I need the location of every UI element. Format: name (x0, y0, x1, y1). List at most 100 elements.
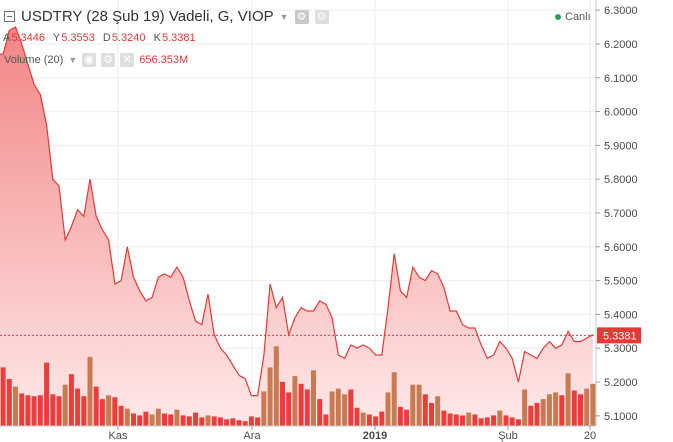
volume-bar (56, 396, 62, 426)
price-tick-label: 5.4000 (604, 309, 638, 321)
time-tick-label: 20 (584, 430, 596, 442)
volume-bar (571, 390, 577, 426)
open-value: 5.3446 (11, 32, 45, 44)
time-axis[interactable]: Kas Ara 2019 Şub 20 (0, 425, 596, 442)
volume-bar (354, 407, 360, 426)
volume-bar (435, 396, 441, 426)
volume-bar (44, 362, 50, 426)
close-icon[interactable]: ✕ (120, 53, 135, 67)
time-tick-label: Şub (498, 430, 518, 442)
volume-bar (578, 394, 583, 426)
volume-bar (366, 414, 372, 426)
volume-bars (0, 346, 596, 426)
volume-bar (416, 384, 422, 426)
volume-bar (323, 414, 329, 426)
live-dot-icon (555, 14, 561, 20)
volume-bar (211, 416, 217, 426)
chevron-down-icon[interactable]: ▼ (68, 55, 78, 65)
live-status: Canlı (555, 11, 591, 23)
volume-bar (280, 381, 285, 426)
volume-bar (590, 383, 596, 426)
volume-bar (509, 417, 515, 426)
price-tick-label: 6.2000 (604, 39, 638, 51)
volume-bar (385, 392, 391, 426)
price-tick-label: 5.6000 (604, 242, 638, 254)
volume-bar (31, 396, 37, 426)
live-status-label: Canlı (565, 11, 591, 23)
volume-bar (230, 418, 236, 426)
volume-bar (534, 403, 540, 426)
volume-bar (391, 372, 397, 426)
volume-bar (453, 414, 459, 426)
volume-bar (491, 415, 497, 426)
volume-bar (515, 419, 521, 426)
high-label: Y (52, 32, 61, 44)
volume-bar (553, 392, 559, 426)
low-label: D (102, 32, 111, 44)
volume-bar (429, 403, 434, 426)
volume-bar (236, 420, 242, 426)
volume-bar (342, 394, 348, 426)
volume-bar (360, 412, 366, 426)
volume-bar (267, 367, 273, 426)
more-icon[interactable]: ⚙ (314, 9, 329, 24)
volume-bar (317, 399, 323, 426)
volume-bar (224, 419, 230, 426)
time-tick-label: Ara (243, 430, 261, 442)
volume-bar (25, 395, 31, 426)
volume-bar (466, 412, 472, 426)
price-axis[interactable]: 5.1000 5.2000 5.3000 5.4000 5.5000 5.6000 5.70… (595, 0, 641, 426)
volume-bar (118, 405, 124, 426)
volume-bar (37, 395, 43, 426)
volume-indicator-name[interactable]: Volume (20) (4, 54, 64, 66)
volume-bar (62, 384, 68, 426)
last-price-tag (597, 327, 641, 344)
volume-bar (137, 415, 143, 426)
volume-bar (472, 414, 478, 426)
price-tick-label: 5.8000 (604, 174, 638, 186)
volume-bar (205, 415, 211, 426)
volume-bar (348, 389, 354, 426)
volume-indicator-legend: Volume (20) ▼ ◉ ⚙ ✕ 656.353M (4, 53, 188, 67)
time-tick-label: Kas (109, 430, 128, 442)
volume-bar (559, 395, 565, 426)
volume-bar (93, 386, 99, 426)
price-area (0, 27, 593, 426)
last-price-tag-label: 5.3381 (603, 330, 637, 342)
volume-bar (298, 383, 304, 426)
volume-bar (273, 346, 279, 426)
volume-bar (292, 376, 298, 426)
price-area-series (0, 27, 593, 426)
volume-bar (199, 417, 205, 426)
low-value: 5.3240 (111, 32, 146, 44)
settings-icon[interactable]: ⚙ (101, 53, 116, 67)
volume-bar (106, 395, 112, 426)
volume-bar (186, 416, 192, 426)
volume-bar (335, 388, 341, 426)
close-value: 5.3381 (161, 32, 196, 44)
settings-icon[interactable]: ⚙ (294, 9, 309, 24)
volume-bar (6, 379, 12, 426)
volume-bar (149, 414, 155, 426)
price-tick-label: 5.3000 (604, 343, 638, 355)
volume-bar (0, 367, 6, 426)
chevron-down-icon[interactable]: ▼ (279, 11, 289, 22)
volume-bar (478, 418, 484, 426)
volume-bar (422, 394, 428, 426)
eye-icon[interactable]: ◉ (82, 53, 97, 67)
price-tick-label: 5.1000 (604, 411, 638, 423)
volume-bar (261, 391, 267, 426)
price-tick-label: 5.9000 (604, 140, 638, 152)
price-tick-label: 6.3000 (604, 5, 638, 17)
collapse-icon[interactable] (4, 11, 15, 22)
time-tick-label: 2019 (363, 430, 387, 442)
volume-bar (217, 417, 223, 426)
volume-bar (528, 405, 534, 426)
volume-bar (329, 391, 335, 426)
volume-bar (497, 410, 503, 426)
volume-bar (242, 421, 248, 426)
price-tick-label: 5.7000 (604, 208, 638, 220)
volume-bar (99, 399, 105, 426)
symbol-title[interactable]: USDTRY (28 Şub 19) Vadeli, G, VIOP (21, 8, 274, 25)
volume-bar (404, 409, 410, 426)
